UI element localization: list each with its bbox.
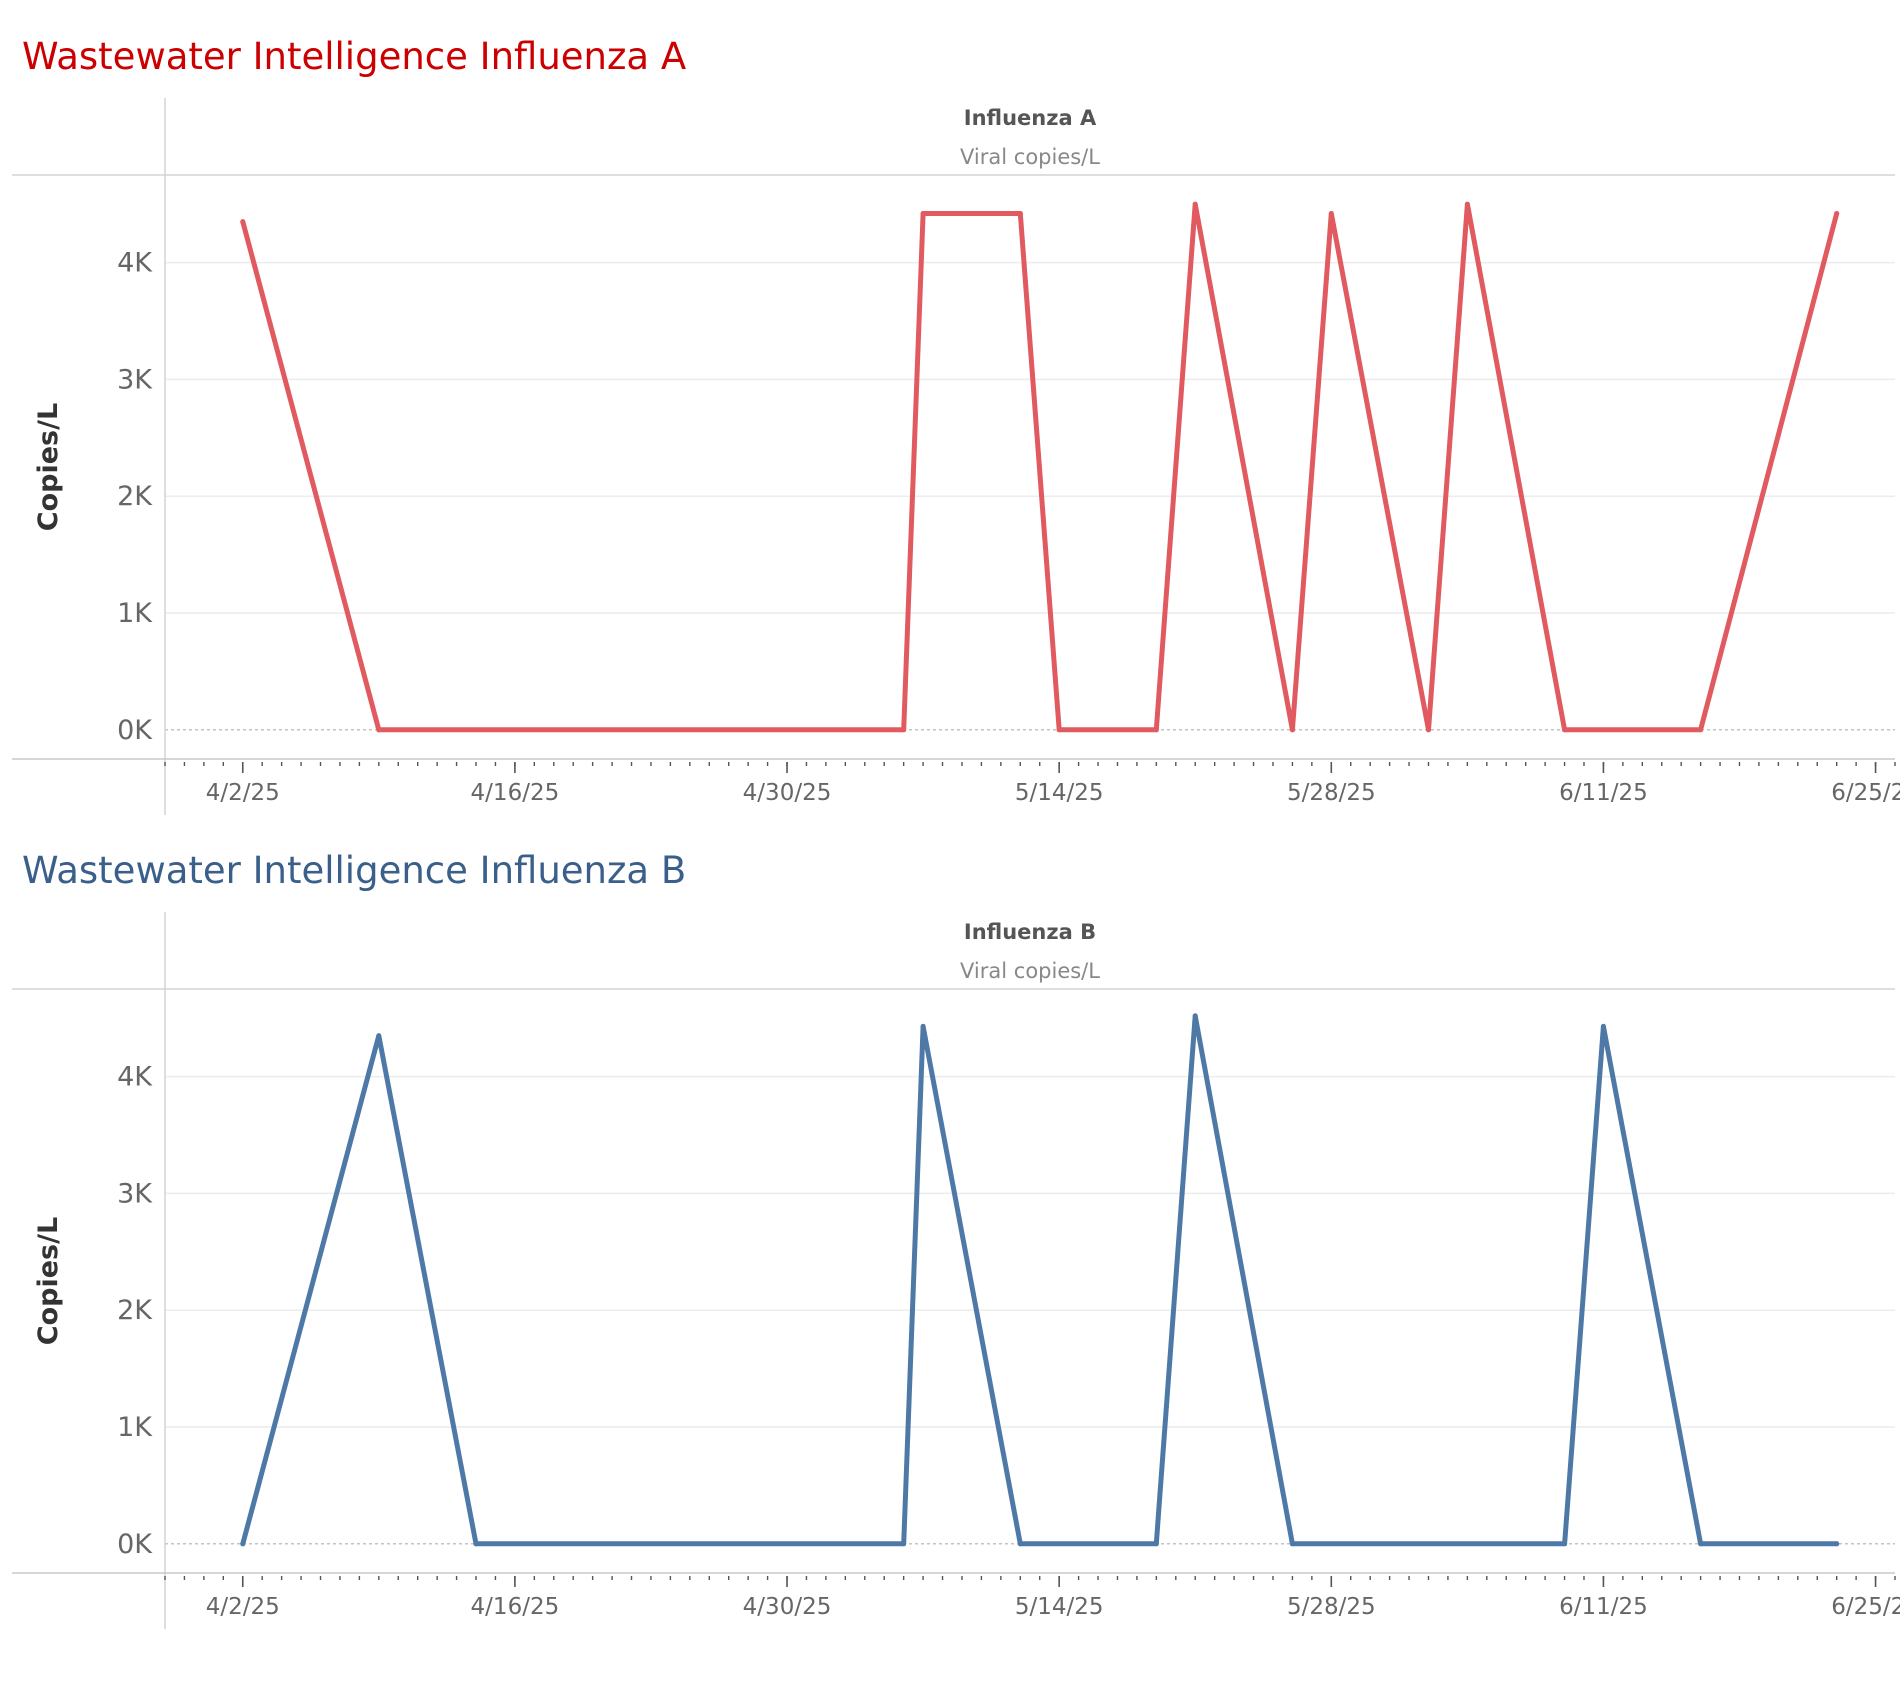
y-tick-label: 0K bbox=[117, 1529, 153, 1560]
y-tick-label: 2K bbox=[117, 481, 153, 512]
data-point bbox=[1425, 727, 1431, 733]
x-tick-label: 6/25/25 bbox=[1831, 780, 1900, 806]
x-tick-label: 4/16/25 bbox=[471, 1594, 560, 1620]
x-tick-label: 4/30/25 bbox=[743, 780, 832, 806]
data-point bbox=[240, 219, 246, 225]
data-point bbox=[1698, 1541, 1704, 1547]
header-subtitle: Viral copies/L bbox=[960, 145, 1100, 169]
y-tick-label: 4K bbox=[117, 248, 153, 279]
chart-a-title: Wastewater Intelligence Influenza A bbox=[22, 35, 687, 78]
data-point bbox=[376, 1033, 382, 1039]
series-line bbox=[240, 1013, 1840, 1547]
y-tick-label: 0K bbox=[117, 715, 153, 746]
y-tick-label: 2K bbox=[117, 1295, 153, 1326]
data-point bbox=[1464, 201, 1470, 207]
x-tick-label: 5/14/25 bbox=[1015, 780, 1104, 806]
data-point bbox=[920, 1023, 926, 1029]
x-tick-label: 6/11/25 bbox=[1559, 780, 1648, 806]
y-tick-label: 4K bbox=[117, 1062, 153, 1093]
series-line bbox=[240, 201, 1840, 733]
y-axis-label: Copies/L bbox=[33, 403, 64, 531]
y-tick-label: 3K bbox=[117, 364, 153, 395]
data-point bbox=[1017, 211, 1023, 217]
data-point bbox=[1698, 727, 1704, 733]
header-subtitle: Viral copies/L bbox=[960, 959, 1100, 983]
data-point bbox=[1328, 211, 1334, 217]
y-tick-label: 3K bbox=[117, 1178, 153, 1209]
data-point bbox=[1562, 1541, 1568, 1547]
data-point bbox=[1834, 1541, 1840, 1547]
y-tick-label: 1K bbox=[117, 1412, 153, 1443]
data-point bbox=[240, 1541, 246, 1547]
data-point bbox=[1153, 727, 1159, 733]
data-point bbox=[920, 211, 926, 217]
data-point bbox=[1289, 727, 1295, 733]
chart-a: Influenza A Viral copies/L 0K 1K 2K 3K 4K Copie… bbox=[12, 98, 1900, 815]
chart-b: Influenza B Viral copies/L 0K 1K 2K 3K 4K Copie… bbox=[12, 912, 1900, 1629]
data-point bbox=[901, 1541, 907, 1547]
data-point bbox=[1192, 1013, 1198, 1019]
data-point bbox=[1289, 1541, 1295, 1547]
header-title: Influenza B bbox=[964, 920, 1096, 944]
data-point bbox=[376, 727, 382, 733]
data-point bbox=[1056, 727, 1062, 733]
y-axis-label: Copies/L bbox=[33, 1217, 64, 1345]
data-point bbox=[1600, 1023, 1606, 1029]
data-point bbox=[1017, 1541, 1023, 1547]
x-tick-label: 5/28/25 bbox=[1287, 1594, 1376, 1620]
data-point bbox=[1834, 211, 1840, 217]
data-point bbox=[1192, 201, 1198, 207]
data-point bbox=[473, 1541, 479, 1547]
x-tick-label: 4/2/25 bbox=[206, 1594, 280, 1620]
x-tick-label: 5/14/25 bbox=[1015, 1594, 1104, 1620]
data-point bbox=[1153, 1541, 1159, 1547]
chart-b-title: Wastewater Intelligence Influenza B bbox=[22, 849, 687, 892]
data-point bbox=[1562, 727, 1568, 733]
x-tick-label: 4/16/25 bbox=[471, 780, 560, 806]
data-point bbox=[901, 727, 907, 733]
header-title: Influenza A bbox=[964, 106, 1097, 130]
x-tick-label: 4/30/25 bbox=[743, 1594, 832, 1620]
y-tick-label: 1K bbox=[117, 598, 153, 629]
x-tick-label: 6/25/25 bbox=[1831, 1594, 1900, 1620]
x-tick-label: 5/28/25 bbox=[1287, 780, 1376, 806]
x-tick-label: 6/11/25 bbox=[1559, 1594, 1648, 1620]
x-tick-label: 4/2/25 bbox=[206, 780, 280, 806]
